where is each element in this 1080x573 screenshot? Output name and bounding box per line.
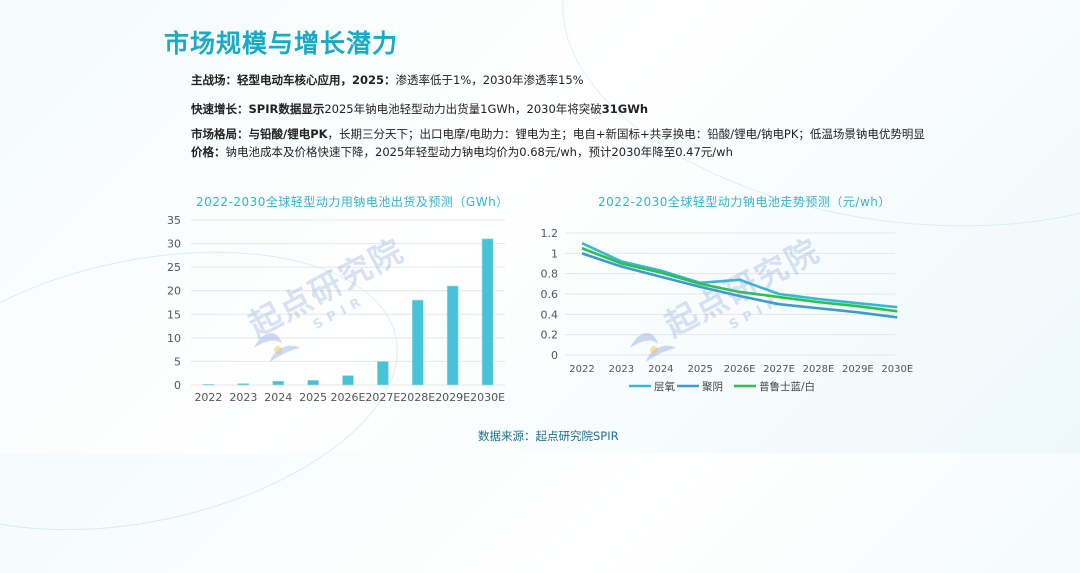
bullet-text: 渗透率低于1%，2030年渗透率15%: [395, 73, 584, 87]
x-tick-label: 2023: [229, 391, 257, 404]
y-tick-label: 35: [167, 214, 181, 227]
bullet-label: 快速增长：: [191, 102, 249, 116]
bar: [237, 383, 250, 386]
bullet-main-battlefield: 主战场：轻型电动车核心应用，2025：渗透率低于1%，2030年渗透率15%: [191, 72, 584, 88]
y-tick-label: 0.8: [541, 268, 559, 281]
x-tick-label: 2024: [264, 391, 292, 404]
y-tick-label: 5: [174, 355, 181, 368]
x-tick-label: 2029E: [842, 364, 874, 375]
x-tick-label: 2025: [299, 391, 327, 404]
data-source: 数据来源：起点研究院SPIR: [478, 429, 619, 443]
x-tick-label: 2022: [194, 391, 222, 404]
x-tick-label: 2027E: [365, 391, 400, 404]
line-chart: 0 0.2 0.4 0.6 0.8 1 1.2 2022 2023 2024 2025 2026E 20…: [541, 227, 914, 393]
y-tick-label: 10: [167, 332, 181, 345]
legend-label: 普鲁士蓝/白: [759, 380, 815, 393]
y-tick-label: 20: [167, 285, 181, 298]
x-tick-label: 2025: [688, 364, 713, 375]
bullet-label: 价格：: [191, 145, 226, 159]
y-tick-label: 25: [167, 261, 181, 274]
bar: [377, 361, 389, 386]
x-tick-label: 2030E: [470, 391, 505, 404]
bar: [481, 238, 494, 386]
x-tick-label: 2023: [609, 364, 634, 375]
y-tick-label: 0: [174, 379, 181, 392]
y-tick-label: 1.2: [541, 227, 559, 240]
bullet-strong: SPIR数据显示: [248, 102, 325, 116]
bar: [446, 285, 459, 386]
bullet-strong: 与铅酸/锂电PK: [248, 127, 328, 141]
bar: [202, 383, 215, 386]
x-tick-label: 2029E: [435, 391, 470, 404]
y-tick-label: 0: [551, 349, 558, 362]
x-tick-label: 2028E: [400, 391, 435, 404]
y-tick-label: 15: [167, 308, 181, 321]
bar: [307, 379, 319, 386]
legend-label: 层氧: [654, 380, 675, 393]
y-tick-label: 30: [167, 238, 181, 251]
x-tick-label: 2026E: [724, 364, 756, 375]
bullet-text: 2025年钠电池轻型动力出货量1GWh，2030年将突破: [324, 102, 602, 116]
bullet-text: ，长期三分天下；出口电摩/电助力：锂电为主；电自+新国标+共享换电：铅酸/锂电/…: [327, 127, 925, 141]
bar: [272, 380, 285, 386]
x-tick-label: 2030E: [881, 364, 913, 375]
x-tick-label: 2024: [648, 364, 673, 375]
y-tick-label: 1: [551, 247, 558, 260]
series-line: [581, 252, 898, 319]
bullet-label: 主战场：: [191, 73, 237, 87]
legend-label: 聚阴: [702, 381, 723, 393]
series-line: [581, 241, 898, 309]
bullet-fast-growth: 快速增长：SPIR数据显示2025年钠电池轻型动力出货量1GWh，2030年将突…: [191, 101, 648, 117]
logo-icon: [254, 333, 300, 362]
bullet-strong: 轻型电动车核心应用，2025：: [237, 73, 396, 87]
bullet-price: 价格：钠电池成本及价格快速下降，2025年轻型动力钠电均价为0.68元/wh，预…: [191, 144, 733, 160]
bar: [411, 299, 424, 386]
x-tick-label: 2028E: [803, 364, 835, 375]
line-chart-title: 2022-2030全球轻型动力钠电池走势预测（元/wh）: [598, 195, 891, 209]
bullet-label: 市场格局：: [191, 127, 249, 141]
page-title: 市场规模与增长潜力: [164, 29, 399, 58]
x-tick-label: 2027E: [763, 364, 795, 375]
bullet-text: 钠电池成本及价格快速下降，2025年轻型动力钠电均价为0.68元/wh，预计20…: [225, 145, 733, 159]
bar-chart-title: 2022-2030全球轻型动力用钠电池出货及预测（GWh）: [196, 195, 509, 209]
bullet-highlight: 31GWh: [601, 102, 649, 116]
logo-icon: [630, 333, 676, 362]
bullet-market-structure: 市场格局：与铅酸/锂电PK，长期三分天下；出口电摩/电助力：锂电为主；电自+新国…: [191, 126, 925, 142]
series-line: [581, 247, 898, 313]
y-tick-label: 0.2: [541, 329, 559, 342]
x-tick-label: 2022: [569, 364, 594, 375]
y-tick-label: 0.4: [541, 308, 559, 321]
x-tick-label: 2026E: [331, 391, 366, 404]
y-tick-label: 0.6: [541, 288, 559, 301]
bar: [342, 375, 354, 386]
